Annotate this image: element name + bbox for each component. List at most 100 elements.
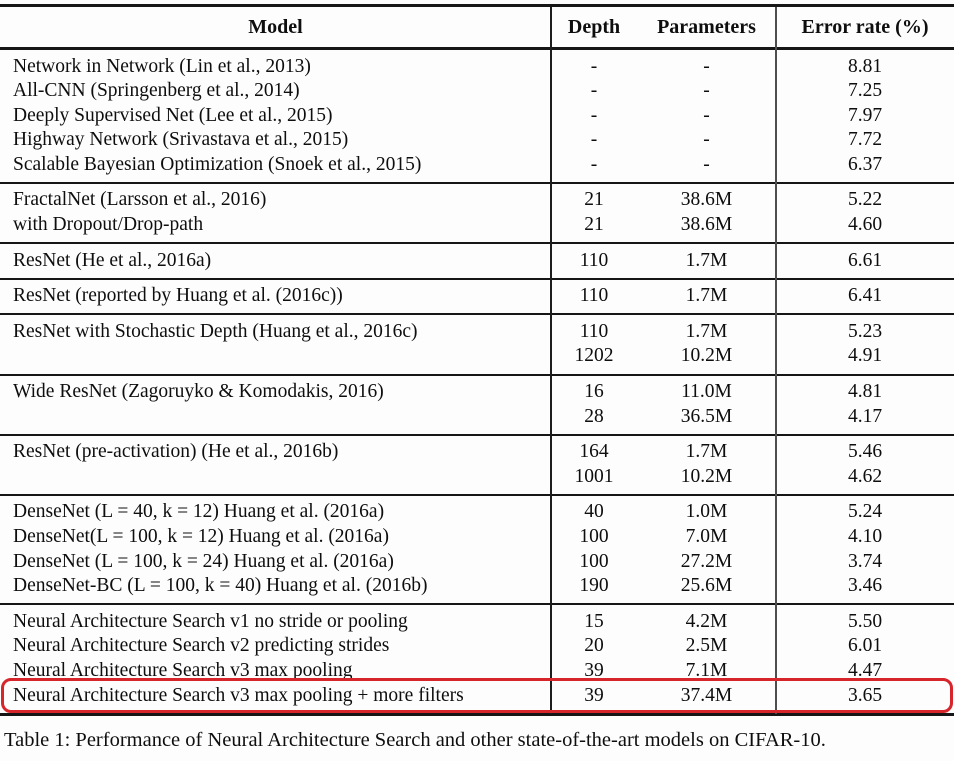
model-cell: Neural Architecture Search v1 no stride … bbox=[13, 610, 408, 632]
group-separator-rule bbox=[0, 603, 954, 606]
error-rate-cell: 4.91 bbox=[847, 345, 883, 367]
depth-cell: 190 bbox=[579, 575, 609, 597]
parameters-cell: - bbox=[703, 129, 710, 151]
table-row-group: ResNet (He et al., 2016a) 110 1.7M 6.61 bbox=[0, 244, 954, 278]
vertical-rule-params-error bbox=[775, 7, 777, 714]
model-cell: DenseNet(L = 100, k = 12) Huang et al. (… bbox=[13, 526, 389, 547]
error-rate-cell: 7.97 bbox=[847, 104, 883, 126]
model-cell: DenseNet-BC (L = 100, k = 40) Huang et a… bbox=[13, 575, 428, 597]
depth-cell: 110 bbox=[579, 285, 609, 307]
table-row: 28 36.5M 4.17 bbox=[0, 405, 954, 430]
depth-cell: 21 bbox=[584, 189, 604, 211]
table-row: Network in Network (Lin et al., 2013) - … bbox=[0, 55, 954, 80]
model-cell: Neural Architecture Search v2 predicting… bbox=[13, 635, 390, 657]
error-rate-cell: 4.47 bbox=[847, 659, 883, 681]
parameters-cell: 7.1M bbox=[685, 659, 728, 681]
group-separator-rule bbox=[0, 373, 954, 376]
depth-cell: 100 bbox=[579, 526, 609, 547]
depth-cell: 39 bbox=[584, 684, 604, 706]
group-separator-rule bbox=[0, 313, 954, 316]
depth-cell: 110 bbox=[579, 320, 609, 342]
table-row-group: FractalNet (Larsson et al., 2016) 21 38.… bbox=[0, 184, 954, 242]
error-rate-cell: 6.37 bbox=[847, 153, 883, 175]
table-row: Neural Architecture Search v3 max poolin… bbox=[0, 677, 954, 713]
depth-cell: - bbox=[590, 80, 598, 102]
parameters-cell: 1.0M bbox=[685, 501, 728, 523]
error-rate-cell: 4.60 bbox=[847, 214, 883, 236]
depth-cell: 15 bbox=[584, 610, 604, 632]
model-cell: Deeply Supervised Net (Lee et al., 2015) bbox=[13, 104, 333, 126]
parameters-cell: 1.7M bbox=[685, 249, 728, 271]
depth-cell: 40 bbox=[584, 501, 604, 523]
depth-cell: 164 bbox=[579, 441, 609, 463]
depth-cell: 100 bbox=[579, 550, 609, 572]
group-separator-rule bbox=[0, 277, 954, 280]
parameters-cell: - bbox=[703, 55, 710, 77]
table-row: Neural Architecture Search v3 max poolin… bbox=[0, 659, 954, 684]
depth-cell: 16 bbox=[584, 381, 604, 403]
table-row: Scalable Bayesian Optimization (Snoek et… bbox=[0, 153, 954, 178]
error-rate-cell: 6.01 bbox=[847, 635, 883, 657]
depth-cell: - bbox=[590, 104, 598, 126]
table-row: 1001 10.2M 4.62 bbox=[0, 465, 954, 490]
parameters-cell: 7.0M bbox=[685, 526, 728, 547]
table-row-group: ResNet (pre-activation) (He et al., 2016… bbox=[0, 436, 954, 494]
parameters-cell: - bbox=[703, 104, 710, 126]
depth-cell: 110 bbox=[579, 249, 609, 271]
parameters-cell: 1.7M bbox=[685, 441, 728, 463]
error-rate-cell: 3.46 bbox=[847, 575, 883, 597]
parameters-cell: 36.5M bbox=[680, 405, 733, 427]
table-row: Highway Network (Srivastava et al., 2015… bbox=[0, 128, 954, 153]
model-cell: ResNet (pre-activation) (He et al., 2016… bbox=[13, 441, 339, 463]
depth-cell: 1202 bbox=[574, 345, 614, 367]
model-cell bbox=[0, 405, 551, 430]
table-top-rule bbox=[0, 4, 954, 7]
model-cell: Scalable Bayesian Optimization (Snoek et… bbox=[13, 153, 422, 175]
parameters-cell: 25.6M bbox=[680, 575, 733, 597]
depth-cell: 28 bbox=[584, 405, 604, 427]
column-header-model: Model bbox=[248, 15, 303, 38]
parameters-cell: 38.6M bbox=[680, 214, 733, 236]
table-row: Neural Architecture Search v2 predicting… bbox=[0, 634, 954, 659]
model-cell: ResNet (reported by Huang et al. (2016c)… bbox=[13, 285, 343, 307]
model-cell: All-CNN (Springenberg et al., 2014) bbox=[13, 80, 300, 102]
table-row: DenseNet (L = 40, k = 12) Huang et al. (… bbox=[0, 500, 954, 525]
column-header-depth: Depth bbox=[567, 15, 621, 38]
error-rate-cell: 3.65 bbox=[847, 684, 883, 706]
error-rate-cell: 3.74 bbox=[847, 550, 883, 572]
table-bottom-rule bbox=[0, 712, 954, 716]
table-row: ResNet (pre-activation) (He et al., 2016… bbox=[0, 440, 954, 465]
model-cell bbox=[0, 344, 551, 369]
table-row-group: DenseNet (L = 40, k = 12) Huang et al. (… bbox=[0, 496, 954, 603]
depth-cell: 39 bbox=[584, 659, 604, 681]
depth-cell: - bbox=[590, 55, 598, 77]
error-rate-cell: 6.61 bbox=[847, 249, 883, 271]
error-rate-cell: 4.10 bbox=[847, 526, 883, 547]
parameters-cell: 37.4M bbox=[680, 684, 733, 706]
model-cell: ResNet (He et al., 2016a) bbox=[13, 249, 212, 271]
table-row: Wide ResNet (Zagoruyko & Komodakis, 2016… bbox=[0, 380, 954, 405]
table-row: All-CNN (Springenberg et al., 2014) - - … bbox=[0, 79, 954, 104]
model-cell: Neural Architecture Search v3 max poolin… bbox=[13, 659, 353, 681]
error-rate-cell: 5.50 bbox=[847, 610, 883, 632]
error-rate-cell: 5.23 bbox=[847, 320, 883, 342]
table-row: with Dropout/Drop-path 21 38.6M 4.60 bbox=[0, 213, 954, 238]
table-body: Network in Network (Lin et al., 2013) - … bbox=[0, 50, 954, 713]
model-cell: Highway Network (Srivastava et al., 2015… bbox=[13, 129, 349, 151]
table-row: DenseNet(L = 100, k = 12) Huang et al. (… bbox=[0, 525, 954, 550]
parameters-cell: 4.2M bbox=[685, 610, 728, 632]
error-rate-cell: 5.22 bbox=[847, 189, 883, 211]
table-row-group: Neural Architecture Search v1 no stride … bbox=[0, 605, 954, 713]
table-row-group: Network in Network (Lin et al., 2013) - … bbox=[0, 50, 954, 182]
error-rate-cell: 4.62 bbox=[847, 465, 883, 487]
group-separator-rule bbox=[0, 493, 954, 496]
depth-cell: 1001 bbox=[574, 465, 614, 487]
model-cell: ResNet with Stochastic Depth (Huang et a… bbox=[13, 320, 418, 342]
model-cell: FractalNet (Larsson et al., 2016) bbox=[13, 189, 267, 211]
vertical-rule-model-depth bbox=[550, 7, 552, 714]
parameters-cell: - bbox=[703, 153, 710, 175]
parameters-cell: 1.7M bbox=[685, 320, 728, 342]
parameters-cell: 38.6M bbox=[680, 189, 733, 211]
error-rate-cell: 8.81 bbox=[847, 55, 883, 77]
error-rate-cell: 7.25 bbox=[847, 80, 883, 102]
